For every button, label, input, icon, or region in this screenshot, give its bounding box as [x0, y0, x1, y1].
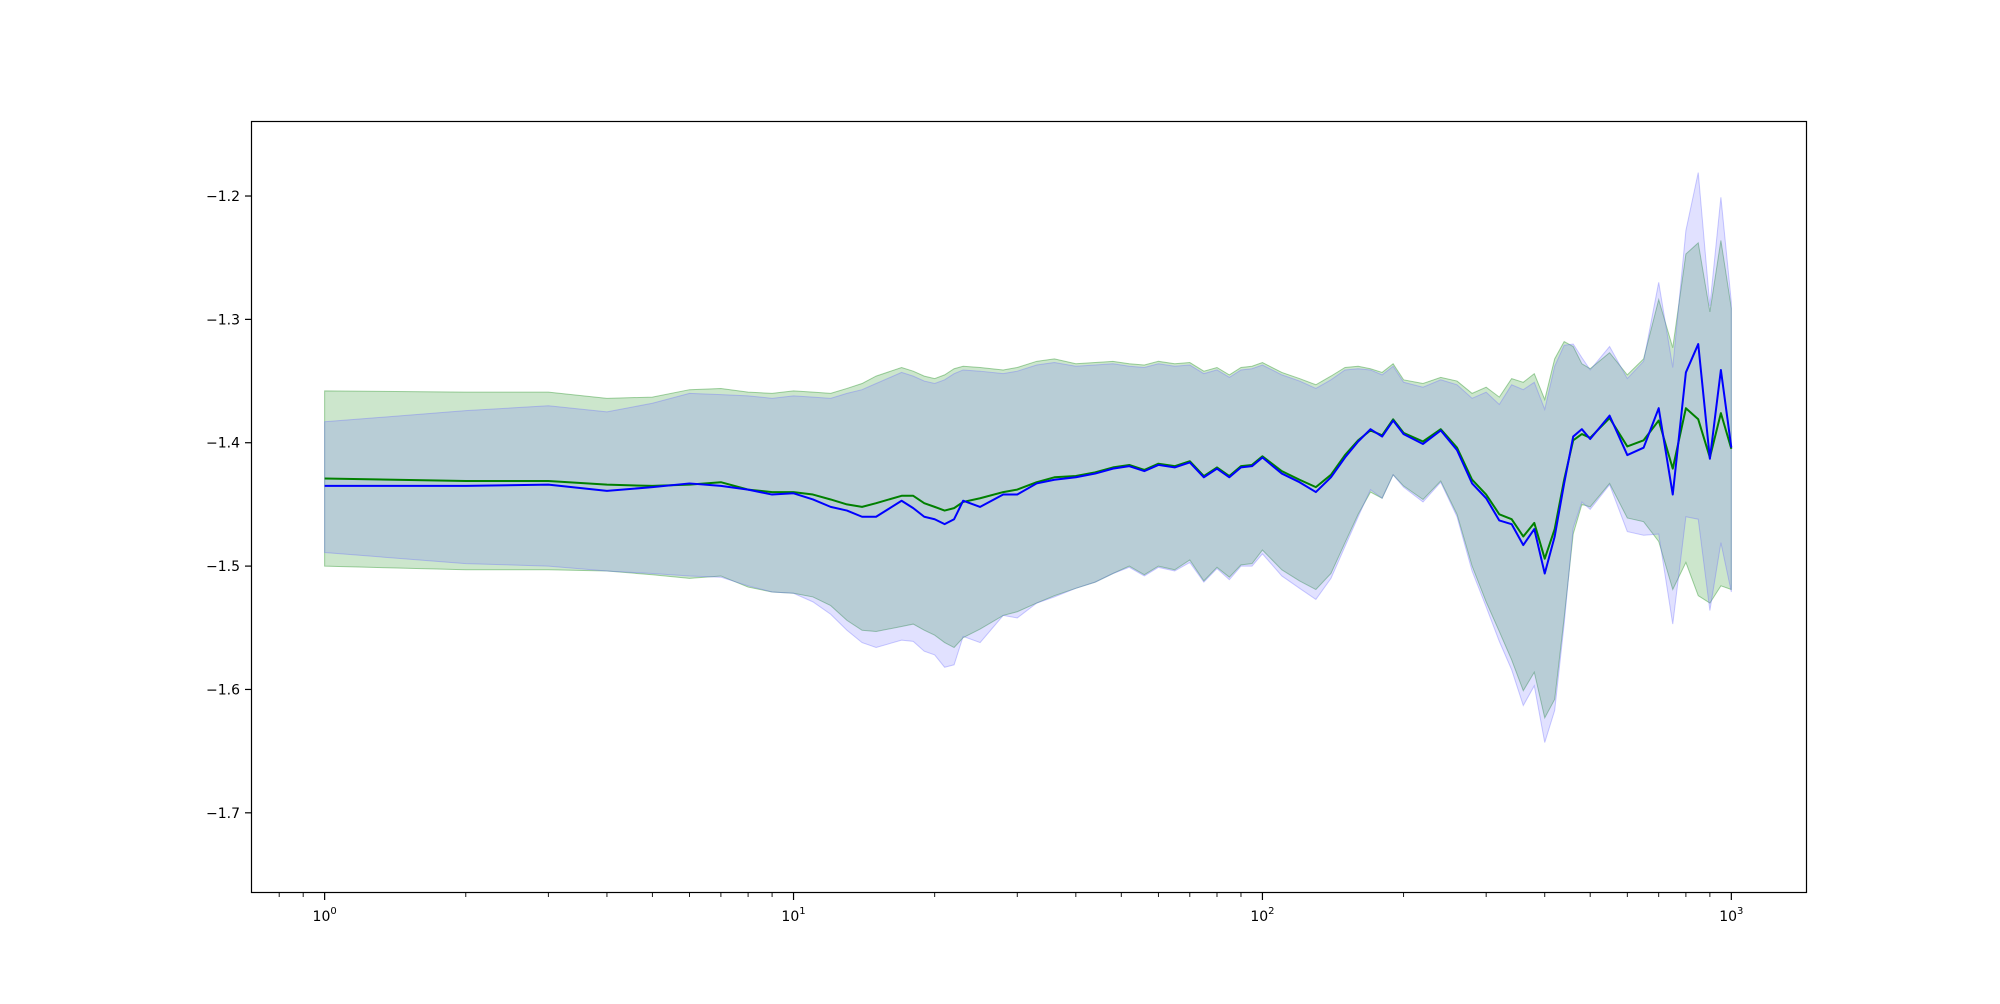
y-tick-label: −1.4 — [206, 436, 240, 452]
y-tick-label: −1.2 — [206, 189, 240, 205]
x-axis: 100 101 102 103 — [278, 893, 1743, 925]
plot-frame — [250, 120, 1808, 894]
confidence-bands — [324, 172, 1732, 743]
x-tick-label: 102 — [1250, 906, 1274, 925]
series-1-band — [324, 240, 1732, 720]
y-tick-label: −1.5 — [206, 559, 240, 575]
y-tick-label: −1.6 — [206, 682, 240, 698]
x-tick-label: 101 — [781, 906, 805, 925]
x-tick-label: 103 — [1719, 906, 1743, 925]
series-2-band — [324, 172, 1732, 743]
x-tick-label: 100 — [313, 906, 337, 925]
y-axis: −1.2 −1.3 −1.4 −1.5 −1.6 −1.7 — [206, 189, 252, 822]
series-lines — [324, 343, 1733, 575]
y-tick-label: −1.7 — [206, 806, 240, 822]
series-2-line — [324, 343, 1733, 575]
y-tick-label: −1.3 — [206, 312, 240, 328]
